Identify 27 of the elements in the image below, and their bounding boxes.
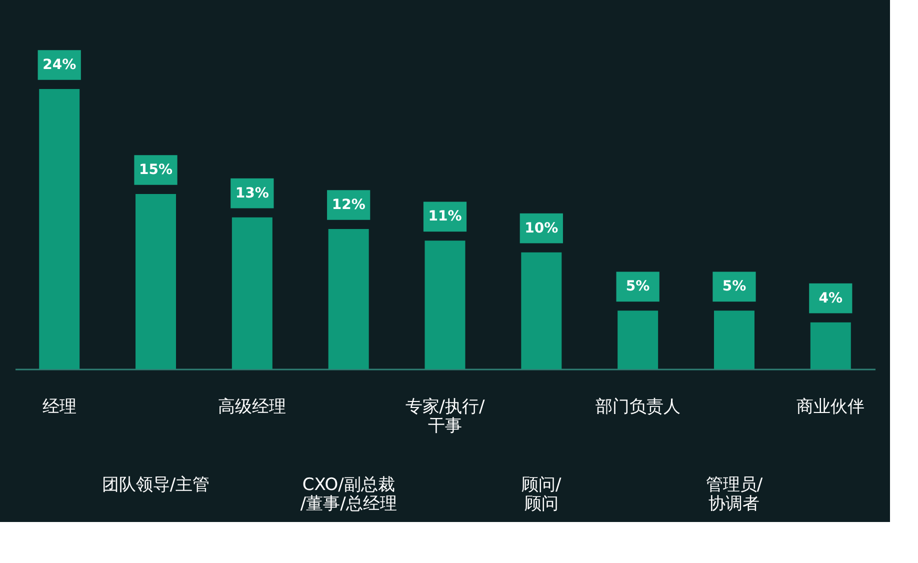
bar xyxy=(810,322,851,369)
x-tick-label: 部门负责人 xyxy=(595,397,680,417)
bar xyxy=(232,217,272,369)
data-label: 11% xyxy=(428,208,462,225)
data-label: 4% xyxy=(818,290,843,306)
x-tick-label: 团队领导/主管 xyxy=(102,475,210,495)
x-tick-label: 管理员/ 协调者 xyxy=(706,475,763,514)
bar xyxy=(521,252,562,369)
x-tick-label: 专家/执行/ 干事 xyxy=(405,397,485,436)
data-label: 10% xyxy=(524,220,558,236)
data-label: 15% xyxy=(139,162,173,178)
data-label: 5% xyxy=(626,278,650,295)
data-label: 24% xyxy=(42,57,76,73)
bar xyxy=(618,310,658,369)
bar xyxy=(714,310,754,369)
x-tick-label: 经理 xyxy=(42,397,76,417)
data-label: 13% xyxy=(235,185,269,202)
x-tick-label: CXO/副总裁 /董事/总经理 xyxy=(300,475,397,514)
bar xyxy=(328,229,369,369)
bar xyxy=(136,194,176,369)
x-tick-label: 高级经理 xyxy=(218,397,286,417)
x-tick-label: 顾问/ 顾问 xyxy=(522,475,562,514)
data-label: 5% xyxy=(722,278,746,295)
bar xyxy=(424,240,466,369)
x-tick-label: 商业伙伴 xyxy=(796,397,865,417)
data-label: 12% xyxy=(332,197,366,213)
bar xyxy=(39,89,80,369)
